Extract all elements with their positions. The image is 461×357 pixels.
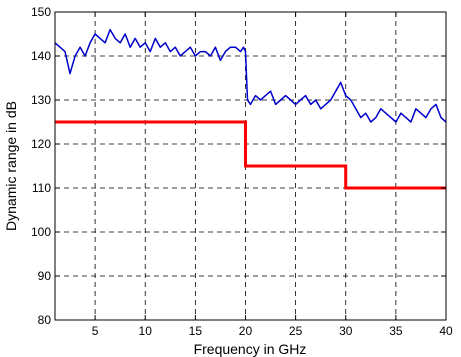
x-tick-label: 30 <box>339 324 353 338</box>
x-axis-label: Frequency in GHz <box>194 341 307 357</box>
y-tick-label: 100 <box>31 225 51 239</box>
x-tick-label: 15 <box>189 324 203 338</box>
y-tick-label: 140 <box>31 49 51 63</box>
y-tick-label: 90 <box>38 269 52 283</box>
x-tick-label: 40 <box>439 324 453 338</box>
y-tick-label: 120 <box>31 137 51 151</box>
y-tick-label: 150 <box>31 5 51 19</box>
x-tick-label: 10 <box>139 324 153 338</box>
y-tick-label: 80 <box>38 313 52 327</box>
x-tick-label: 5 <box>92 324 99 338</box>
x-tick-label: 25 <box>289 324 303 338</box>
y-axis-label: Dynamic range in dB <box>3 101 19 231</box>
y-tick-label: 110 <box>32 181 51 195</box>
y-tick-label: 130 <box>31 93 51 107</box>
x-tick-label: 20 <box>239 324 253 338</box>
x-tick-label: 35 <box>389 324 403 338</box>
